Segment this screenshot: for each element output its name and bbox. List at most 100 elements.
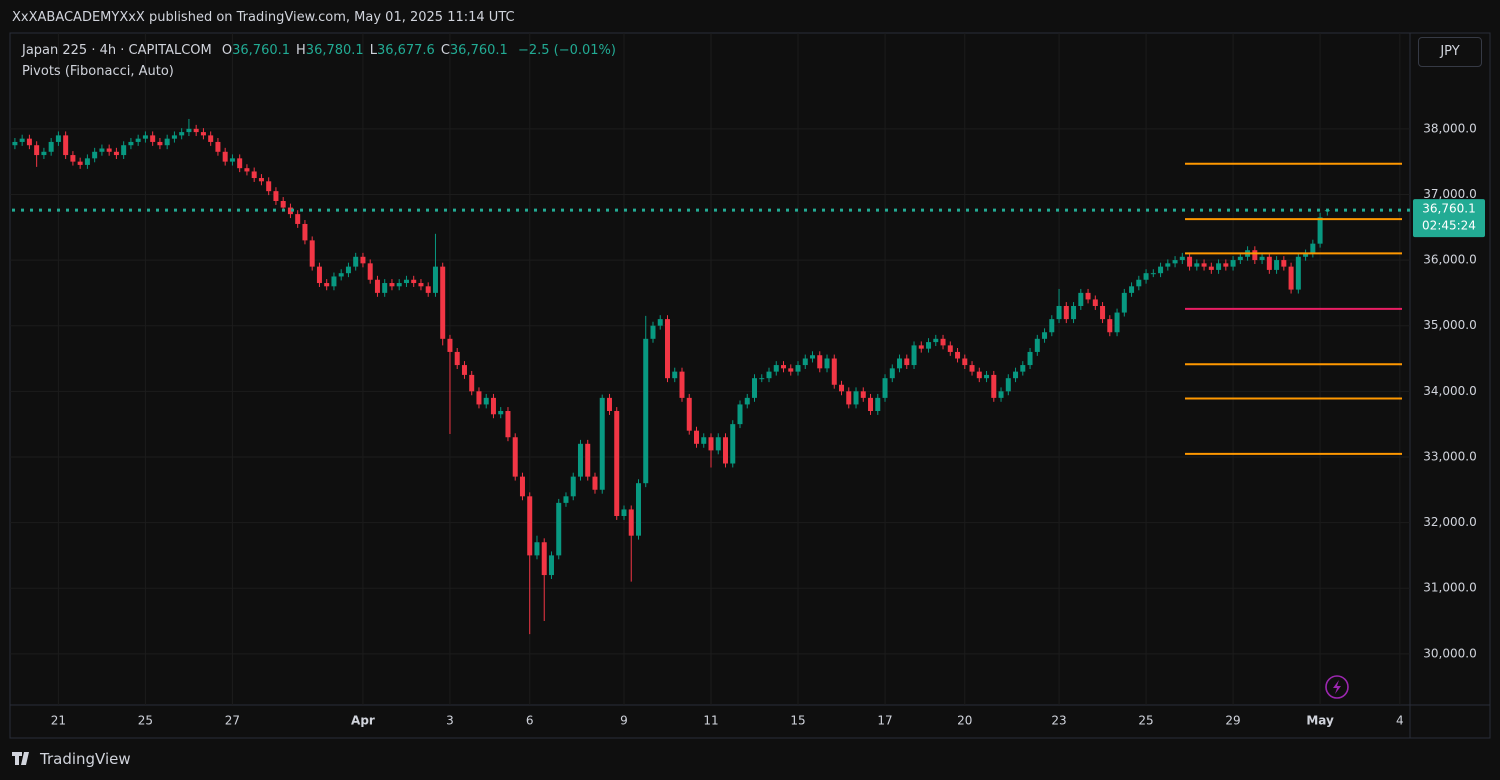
candle-body xyxy=(839,384,845,392)
candle-body xyxy=(1034,338,1040,352)
candle-body xyxy=(1201,263,1207,267)
candle-body xyxy=(701,437,707,444)
candle-body xyxy=(1150,273,1156,275)
candle-body xyxy=(34,145,40,156)
ohlc-value: 36,760.1 xyxy=(232,43,291,58)
candle-body xyxy=(483,397,489,405)
candle-body xyxy=(70,155,76,162)
candle-body xyxy=(1317,217,1323,244)
candle-body xyxy=(12,141,18,146)
candle-body xyxy=(940,338,946,346)
y-tick-label: 36,000.0 xyxy=(1423,253,1476,267)
candle-body xyxy=(324,283,330,287)
candle-body xyxy=(26,138,32,146)
candle-body xyxy=(875,397,881,411)
candle-body xyxy=(911,345,917,366)
x-tick-label: 17 xyxy=(877,714,892,728)
currency-button[interactable]: JPY xyxy=(1418,37,1482,67)
candle-body xyxy=(280,201,286,208)
candle-body xyxy=(969,365,975,372)
ohlc-key: L xyxy=(369,43,377,58)
y-tick-label: 30,000.0 xyxy=(1423,646,1476,660)
candle-body xyxy=(570,476,576,497)
candle-body xyxy=(1172,260,1178,264)
candle-body xyxy=(592,476,598,490)
candle-body xyxy=(962,358,968,366)
ohlc-value: 36,760.1 xyxy=(449,43,508,58)
candle-body xyxy=(389,283,395,287)
candle-body xyxy=(708,437,714,451)
ohlc-value: 36,780.1 xyxy=(305,43,364,58)
last-price-box xyxy=(1413,199,1485,238)
candle-body xyxy=(643,338,649,484)
chart-panel xyxy=(9,32,1491,739)
candle-body xyxy=(1136,279,1142,287)
candle-body xyxy=(577,443,583,477)
candle-body xyxy=(1158,266,1164,274)
candle-body xyxy=(904,358,910,366)
candle-body xyxy=(41,151,47,156)
candle-body xyxy=(425,286,431,293)
candle-body xyxy=(447,338,453,352)
candle-body xyxy=(251,171,257,179)
candle-body xyxy=(403,279,409,284)
candle-body xyxy=(766,371,772,379)
indicator-legend: Pivots (Fibonacci, Auto) xyxy=(22,64,174,79)
candle-body xyxy=(135,138,141,142)
candle-body xyxy=(635,483,641,536)
candle-body xyxy=(48,141,54,152)
candle-body xyxy=(200,132,206,136)
candle-body xyxy=(1013,371,1019,379)
candle-body xyxy=(1216,263,1222,270)
candle-body xyxy=(92,151,98,159)
candle-body xyxy=(860,391,866,398)
candle-body xyxy=(266,181,272,192)
candle-body xyxy=(229,158,235,162)
candle-body xyxy=(541,542,547,576)
candle-body xyxy=(831,358,837,385)
x-tick-label: 21 xyxy=(51,714,66,728)
candle-body xyxy=(215,141,221,152)
candle-body xyxy=(1165,263,1171,267)
candle-body xyxy=(664,319,670,379)
brand: TradingView xyxy=(40,750,131,768)
candle-body xyxy=(897,358,903,369)
candle-body xyxy=(1100,306,1106,320)
x-tick-label: 27 xyxy=(225,714,240,728)
candle-body xyxy=(99,148,105,152)
ohlc-key: O xyxy=(221,43,233,58)
alert-bolt xyxy=(1333,680,1341,694)
candle-body xyxy=(440,266,446,339)
candle-body xyxy=(585,443,591,477)
candle-body xyxy=(1230,260,1236,267)
candle-body xyxy=(737,404,743,425)
candle-body xyxy=(998,391,1004,398)
x-tick-label: 23 xyxy=(1051,714,1066,728)
candle-body xyxy=(519,476,525,497)
x-tick-label: May xyxy=(1306,714,1334,728)
candle-body xyxy=(686,397,692,431)
x-tick-label: 29 xyxy=(1225,714,1240,728)
candle-body xyxy=(1114,312,1120,333)
candle-body xyxy=(730,424,736,464)
change: −2.5 (−0.01%) xyxy=(517,43,616,58)
candle-body xyxy=(759,378,765,380)
candle-body xyxy=(461,365,467,375)
candle-body xyxy=(1129,286,1135,293)
candle-body xyxy=(693,430,699,444)
grid xyxy=(10,33,1410,705)
candle-body xyxy=(19,138,25,142)
candle-body xyxy=(882,378,888,398)
candle-body xyxy=(512,437,518,477)
candle-body xyxy=(926,342,932,349)
candle-body xyxy=(367,263,373,280)
candle-body xyxy=(1266,256,1272,270)
candle-body xyxy=(353,256,359,267)
candle-body xyxy=(106,148,112,152)
y-tick-label: 34,000.0 xyxy=(1423,384,1476,398)
candle-body xyxy=(505,411,511,438)
alert-icon[interactable] xyxy=(1325,675,1349,699)
candle-body xyxy=(1085,292,1091,300)
candle-body xyxy=(208,135,214,142)
candle-body xyxy=(418,283,424,287)
